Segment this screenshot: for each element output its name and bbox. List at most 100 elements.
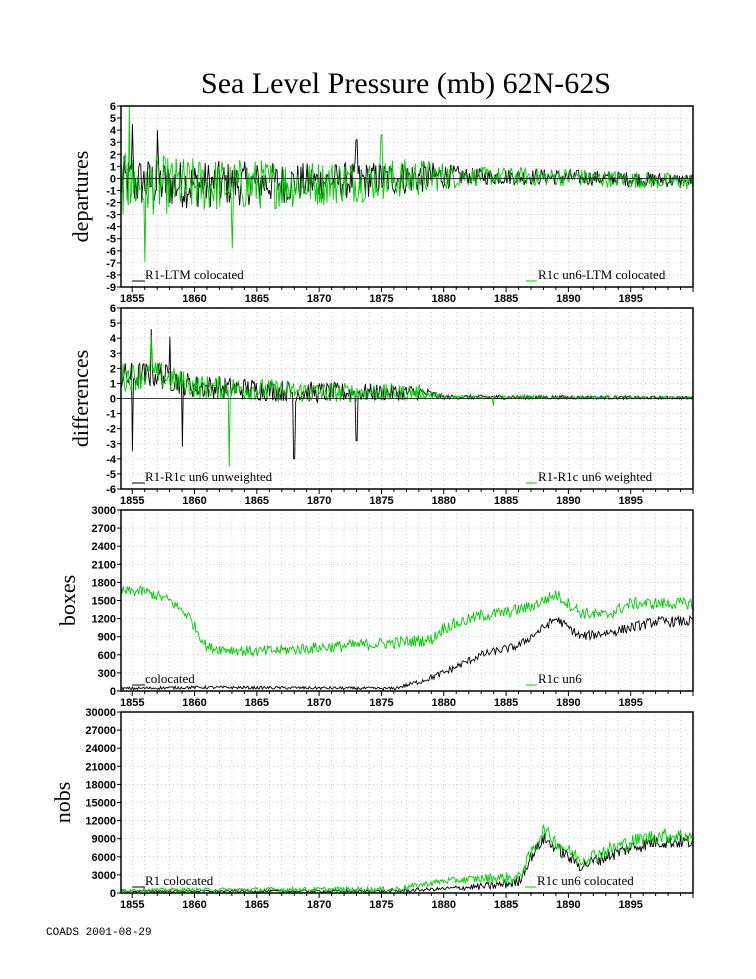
x-tick-label: 1875 xyxy=(369,697,393,709)
y-tick-label: -8 xyxy=(106,270,116,282)
x-tick-label: 1890 xyxy=(556,495,580,507)
x-tick-label: 1855 xyxy=(120,293,144,305)
y-axis-label: nobs xyxy=(50,782,75,824)
legend-label-1: R1-R1c un6 unweighted xyxy=(145,469,273,484)
y-tick-label: 5 xyxy=(110,318,116,330)
y-tick-label: 1800 xyxy=(92,577,116,589)
y-tick-label: -4 xyxy=(106,454,117,466)
plot-frame xyxy=(120,105,694,288)
x-tick-label: 1890 xyxy=(556,899,580,911)
legend-label-2: R1-R1c un6 weighted xyxy=(538,469,653,484)
y-tick-label: -1 xyxy=(106,409,116,421)
y-tick-label: 5 xyxy=(110,113,116,125)
y-tick-label: 0 xyxy=(110,686,116,698)
legend-label-1: R1-LTM colocated xyxy=(145,267,244,282)
y-tick-label: 1 xyxy=(110,161,116,173)
plot-frame xyxy=(120,509,694,692)
y-tick-label: 9000 xyxy=(92,834,116,846)
x-tick-label: 1870 xyxy=(307,293,331,305)
y-tick-label: -3 xyxy=(106,439,116,451)
y-tick-label: 900 xyxy=(98,632,116,644)
legend-label-1: colocated xyxy=(145,671,195,686)
x-tick-label: 1895 xyxy=(618,697,642,709)
y-tick-label: 300 xyxy=(98,668,116,680)
x-tick-label: 1885 xyxy=(494,697,518,709)
x-tick-label: 1855 xyxy=(120,697,144,709)
y-tick-label: 1200 xyxy=(92,614,116,626)
y-tick-label: 3000 xyxy=(92,505,116,517)
x-tick-label: 1855 xyxy=(120,495,144,507)
panel-nobs: 3000027000240002100018000150001200090006… xyxy=(50,707,694,911)
x-tick-label: 1875 xyxy=(369,495,393,507)
panel-differences: 6 5 4 3 2 1 0 -1 -2 -3 -4 -5 -6 1855 1860 1865 1870 1875 1… xyxy=(68,303,694,507)
y-tick-label: 2 xyxy=(110,363,116,375)
x-tick-label: 1860 xyxy=(182,293,206,305)
y-axis-label: differences xyxy=(68,350,93,447)
y-tick-label: 4 xyxy=(110,125,117,137)
y-tick-label: 0 xyxy=(110,394,116,406)
x-tick-label: 1865 xyxy=(245,495,269,507)
series-line-2 xyxy=(120,335,694,467)
x-tick-label: 1880 xyxy=(432,495,456,507)
x-tick-label: 1860 xyxy=(182,697,206,709)
y-tick-label: -6 xyxy=(106,246,116,258)
chart-title: Sea Level Pressure (mb) 62N-62S xyxy=(201,67,611,100)
y-tick-label: 12000 xyxy=(85,816,116,828)
y-tick-label: -1 xyxy=(106,185,116,197)
y-tick-label: 2700 xyxy=(92,523,116,535)
y-tick-label: 0 xyxy=(110,888,116,900)
x-tick-label: 1865 xyxy=(245,899,269,911)
x-tick-label: 1890 xyxy=(556,697,580,709)
x-tick-label: 1895 xyxy=(618,495,642,507)
x-tick-label: 1870 xyxy=(307,495,331,507)
series-line-2 xyxy=(120,824,694,894)
y-tick-label: -7 xyxy=(106,258,116,270)
x-tick-label: 1895 xyxy=(618,293,642,305)
y-tick-label: 1500 xyxy=(92,596,116,608)
y-tick-label: 1 xyxy=(110,378,116,390)
y-tick-label: 2 xyxy=(110,149,116,161)
x-tick-label: 1885 xyxy=(494,495,518,507)
y-tick-label: -5 xyxy=(106,469,116,481)
y-tick-label: 2400 xyxy=(92,541,116,553)
x-tick-label: 1880 xyxy=(432,293,456,305)
x-tick-label: 1870 xyxy=(307,697,331,709)
y-tick-label: 30000 xyxy=(85,707,116,719)
legend-label-2: R1c un6 xyxy=(538,671,582,686)
x-tick-label: 1860 xyxy=(182,899,206,911)
x-tick-label: 1895 xyxy=(618,899,642,911)
x-tick-label: 1860 xyxy=(182,495,206,507)
x-tick-label: 1880 xyxy=(432,697,456,709)
y-tick-label: 6 xyxy=(110,101,116,113)
x-tick-label: 1890 xyxy=(556,293,580,305)
legend-label-1: R1 colocated xyxy=(145,873,214,888)
y-tick-label: 6 xyxy=(110,303,116,315)
y-tick-label: 24000 xyxy=(85,743,116,755)
x-tick-label: 1865 xyxy=(245,293,269,305)
y-tick-label: 15000 xyxy=(85,798,116,810)
y-tick-label: -6 xyxy=(106,484,116,496)
y-tick-label: 3 xyxy=(110,348,116,360)
x-tick-label: 1875 xyxy=(369,899,393,911)
y-tick-label: 18000 xyxy=(85,779,116,791)
x-tick-label: 1885 xyxy=(494,293,518,305)
y-tick-label: 2100 xyxy=(92,559,116,571)
y-axis-label: departures xyxy=(68,151,93,243)
y-tick-label: -9 xyxy=(106,282,116,294)
series-line-2 xyxy=(120,584,694,658)
x-tick-label: 1880 xyxy=(432,899,456,911)
x-tick-label: 1875 xyxy=(369,293,393,305)
y-tick-label: -2 xyxy=(106,424,116,436)
legend-label-2: R1c un6-LTM colocated xyxy=(538,267,666,282)
y-tick-label: 600 xyxy=(98,650,116,662)
y-tick-label: 4 xyxy=(110,333,117,345)
x-tick-label: 1870 xyxy=(307,899,331,911)
x-tick-label: 1885 xyxy=(494,899,518,911)
footer-label: COADS 2001-08-29 xyxy=(46,927,152,939)
series-line-1 xyxy=(120,615,694,692)
y-tick-label: 21000 xyxy=(85,761,116,773)
y-tick-label: 0 xyxy=(110,173,116,185)
y-tick-label: -3 xyxy=(106,210,116,222)
